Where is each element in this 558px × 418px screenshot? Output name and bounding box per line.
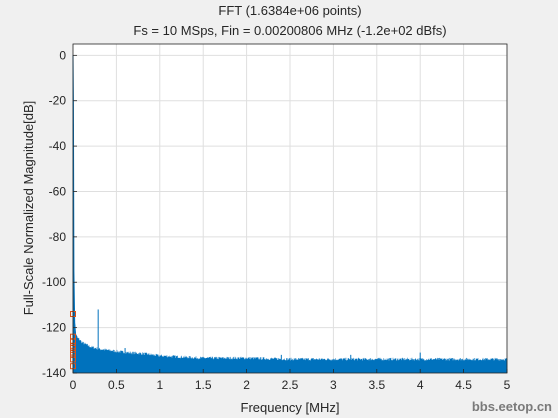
y-tick-label: -140 (42, 366, 66, 380)
y-tick-label: 0 (59, 48, 66, 62)
y-tick-label: -40 (49, 139, 67, 153)
chart-title-line-1: FFT (1.6384e+06 points) (218, 3, 361, 18)
x-tick-label: 3.5 (368, 378, 385, 392)
x-tick-label: 0.5 (108, 378, 125, 392)
y-tick-label: -80 (49, 230, 67, 244)
y-axis-label: Full-Scale Normalized Magnitude[dB] (21, 101, 36, 316)
x-tick-label: 4 (417, 378, 424, 392)
x-tick-label: 4.5 (455, 378, 472, 392)
axis-ticks: 0 0.5 1 1.5 2 2.5 3 3.5 4 4.5 5 0 -20 -40 -60 -80 -100 -1… (42, 48, 511, 392)
chart-title-line-2: Fs = 10 MSps, Fin = 0.00200806 MHz (-1.2… (133, 23, 446, 38)
watermark: bbs.eetop.cn (472, 399, 552, 414)
y-tick-label: -100 (42, 275, 66, 289)
x-tick-label: 2 (243, 378, 250, 392)
x-tick-label: 0 (70, 378, 77, 392)
x-tick-label: 3 (330, 378, 337, 392)
x-tick-label: 2.5 (282, 378, 299, 392)
x-axis-label: Frequency [MHz] (241, 400, 340, 415)
y-tick-label: -60 (49, 184, 67, 198)
x-tick-label: 1.5 (195, 378, 212, 392)
y-tick-label: -120 (42, 321, 66, 335)
x-tick-label: 5 (504, 378, 511, 392)
y-tick-label: -20 (49, 94, 67, 108)
x-tick-label: 1 (156, 378, 163, 392)
